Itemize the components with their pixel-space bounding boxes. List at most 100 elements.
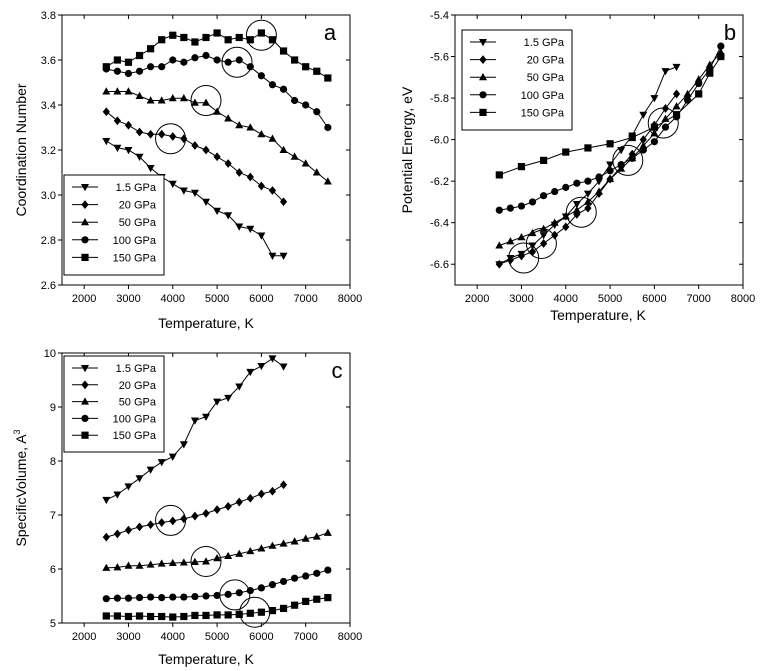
panel-c-data-point-100-gpa (124, 594, 133, 602)
panel-a-data-point-100-gpa (235, 56, 243, 64)
panel-c-data-point-1-5-gpa (179, 441, 188, 449)
panel-a-letter: a (324, 20, 337, 45)
panel-b-data-point-100-gpa (717, 42, 725, 50)
panel-a-data-point-150-gpa (135, 51, 144, 60)
panel-b-y-tick-label: -6.6 (430, 259, 449, 271)
panel-b-data-point-150-gpa (672, 111, 681, 119)
panel-b-data-point-150-gpa (628, 133, 636, 142)
panel-b-data-point-20-gpa (495, 259, 503, 269)
panel-a-data-point-1-5-gpa (190, 189, 199, 197)
panel-b-y-tick-label: -5.8 (430, 93, 449, 105)
panel-c-series-100-gpa (102, 566, 332, 603)
panel-c-data-point-20-gpa (191, 511, 199, 521)
panel-b-data-point-100-gpa (584, 177, 592, 185)
panel-c-plot-frame (61, 352, 351, 624)
panel-c-series-50-gpa (102, 528, 332, 571)
panel-b-data-point-50-gpa (672, 102, 681, 110)
panel-a-data-point-50-gpa (290, 152, 299, 160)
panel-c-data-point-100-gpa (202, 592, 210, 600)
panel-a-legend-box (63, 174, 165, 276)
panel-a-data-point-50-gpa (113, 87, 122, 95)
panel-a-data-point-100-gpa (257, 72, 265, 80)
panel-c-x-tick-label: 6000 (249, 631, 273, 643)
panel-c-legend-entry-150-gpa: 150 GPa (72, 430, 157, 442)
panel-b-data-point-100-gpa (495, 206, 503, 214)
panel-b-data-point-100-gpa (517, 202, 526, 210)
panel-b-legend-entry-150-gpa: 150 GPa (470, 107, 565, 119)
panel-b-data-point-150-gpa (584, 144, 592, 152)
panel-c-data-point-150-gpa (279, 604, 288, 613)
panel-c-data-point-100-gpa (169, 593, 177, 601)
panel-b-data-point-50-gpa (606, 174, 615, 183)
panel-c-data-point-1-5-gpa (224, 394, 233, 403)
panel-b-data-point-50-gpa (583, 197, 592, 205)
panel-c-data-point-20-gpa (102, 532, 110, 542)
panel-a-data-point-20-gpa (191, 141, 199, 150)
panel-a-data-point-50-gpa (102, 87, 111, 95)
panel-a-legend-entry-150-gpa: 150 GPa (72, 252, 157, 264)
panel-a-data-point-20-gpa (224, 159, 232, 168)
panel-c-legend-marker (81, 380, 89, 390)
panel-b-data-point-20-gpa (506, 255, 514, 265)
panel-a: 2000 3000 4000 5000 6000 7000 8000 2.6 2.8 3.0 3.… (13, 10, 362, 331)
panel-c-data-point-50-gpa (146, 560, 155, 568)
panel-c-data-point-20-gpa (180, 514, 188, 524)
panel-c-data-point-1-5-gpa (268, 355, 277, 363)
panel-c-letter: c (332, 358, 343, 383)
panel-a-data-point-20-gpa (257, 181, 265, 191)
panel-b-data-point-150-gpa (717, 52, 725, 61)
panel-c-data-point-20-gpa (257, 489, 265, 499)
panel-c-data-point-100-gpa (147, 593, 155, 601)
panel-a-data-point-100-gpa (113, 67, 121, 75)
panel-b-legend-entry-20-gpa: 20 GPa (470, 55, 565, 67)
panel-a-series-100-gpa-line (106, 54, 329, 128)
panel-a-data-point-50-gpa (257, 130, 266, 138)
panel-a-data-point-150-gpa (169, 31, 177, 39)
panel-c-data-point-20-gpa (213, 505, 221, 514)
panel-a-legend-label: 150 GPa (113, 252, 157, 264)
panel-a-data-point-150-gpa (324, 74, 332, 82)
panel-a-data-point-100-gpa (169, 56, 177, 64)
panel-b-y-tick-label: -5.6 (430, 52, 449, 64)
panel-c-data-point-1-5-gpa (102, 496, 111, 505)
panel-a-legend-entry-100-gpa: 100 GPa (72, 235, 157, 247)
panel-c-data-point-150-gpa (124, 612, 133, 621)
panel-c-data-point-50-gpa (312, 532, 321, 540)
panel-c-data-point-20-gpa (235, 497, 243, 507)
panel-c-y-tick-label: 5 (50, 618, 56, 630)
panel-c-data-point-50-gpa (257, 544, 266, 552)
panel-a-data-point-20-gpa (169, 132, 177, 141)
panel-b-x-tick-label: 4000 (554, 293, 578, 305)
panel-c-marks (102, 355, 332, 621)
panel-a-data-point-50-gpa (323, 177, 332, 185)
panel-a-y-tick-label: 3.6 (41, 55, 56, 67)
panel-c-x-tick-label: 5000 (205, 631, 229, 643)
panel-b-data-point-100-gpa (506, 204, 514, 212)
panel-a-legend-label: 100 GPa (113, 235, 157, 247)
panel-a-legend-marker (81, 236, 89, 244)
panel-a-data-point-100-gpa (279, 85, 288, 93)
panel-c-legend-marker (81, 397, 89, 405)
panel-b-letter: b (724, 20, 736, 45)
panel-c-data-point-150-gpa (257, 608, 265, 616)
panel-a-data-point-50-gpa (179, 94, 188, 102)
panel-b-data-point-100-gpa (650, 138, 658, 146)
panel-c-data-point-100-gpa (213, 591, 221, 600)
panel-c-legend-marker (81, 414, 89, 422)
panel-a-data-point-100-gpa (124, 69, 133, 78)
panel-c-series-1-5-gpa (102, 355, 288, 505)
panel-c-data-point-1-5-gpa (146, 466, 155, 474)
panel-c-data-point-50-gpa (157, 559, 166, 567)
panel-c-data-point-50-gpa (224, 551, 233, 560)
panel-a-legend-label: 1.5 GPa (116, 182, 157, 194)
panel-b-legend-marker (479, 91, 487, 99)
panel-a-x-tick-label: 6000 (249, 293, 273, 305)
panel-a-data-point-50-gpa (235, 121, 244, 129)
panel-a-data-point-150-gpa (224, 36, 232, 44)
panel-b-data-point-1-5-gpa (672, 63, 681, 72)
panel-b-data-point-1-5-gpa (639, 111, 648, 119)
panel-c-data-point-50-gpa (168, 558, 177, 567)
panel-c-data-point-50-gpa (290, 537, 299, 545)
panel-b-highlight-circle (612, 144, 644, 176)
